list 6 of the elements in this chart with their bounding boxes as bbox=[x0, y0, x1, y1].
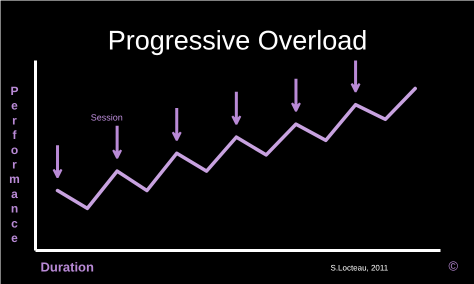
chart-title: Progressive Overload bbox=[108, 26, 368, 56]
annotation: Session bbox=[90, 112, 123, 123]
text: S.Locteau, 2011 bbox=[330, 264, 389, 272]
text: © bbox=[448, 258, 458, 274]
text: Performance bbox=[9, 84, 20, 245]
x-axis-title: Duration bbox=[40, 260, 94, 274]
